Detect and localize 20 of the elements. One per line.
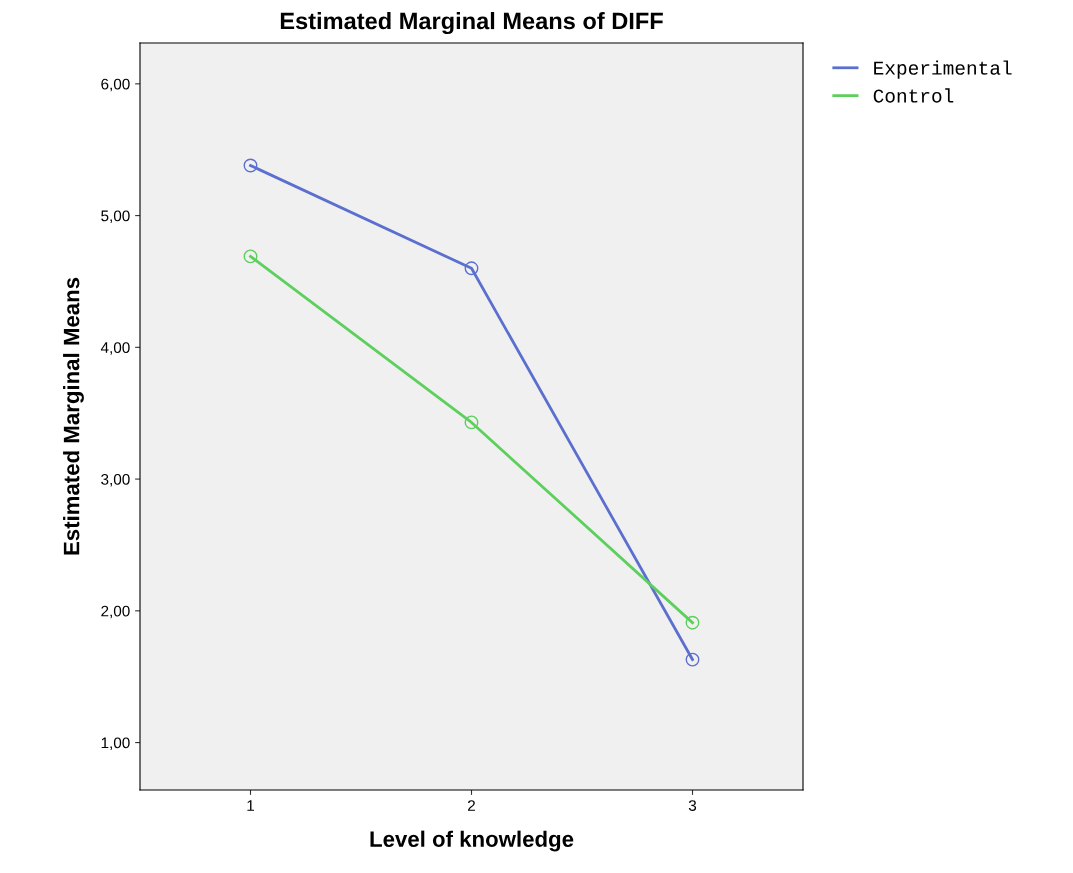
x-tick-label: 1 xyxy=(247,800,254,811)
point xyxy=(464,261,479,276)
y-tick-label: 3,00 xyxy=(101,473,130,487)
x-axis-title: Level of knowledge xyxy=(370,830,574,852)
legend-label: Control xyxy=(873,88,954,103)
x-tick-label: 3 xyxy=(688,800,697,811)
y-tick-label: 6,00 xyxy=(101,78,130,92)
y-tick-label: 1,00 xyxy=(101,737,130,751)
y-tick-label: 5,00 xyxy=(101,210,130,224)
point xyxy=(685,615,700,630)
y-axis-title: Estimated Marginal Means xyxy=(63,277,84,555)
point xyxy=(243,158,258,173)
x-tick-label: 2 xyxy=(468,800,475,811)
y-tick-label: 4,00 xyxy=(100,342,130,355)
legend-label: Experimental xyxy=(874,60,1012,79)
y-tick-label: 2,00 xyxy=(101,605,130,619)
point xyxy=(464,415,479,430)
point xyxy=(243,249,258,264)
chart-title: Estimated Marginal Means of DIFF xyxy=(280,12,663,35)
point xyxy=(685,652,700,667)
